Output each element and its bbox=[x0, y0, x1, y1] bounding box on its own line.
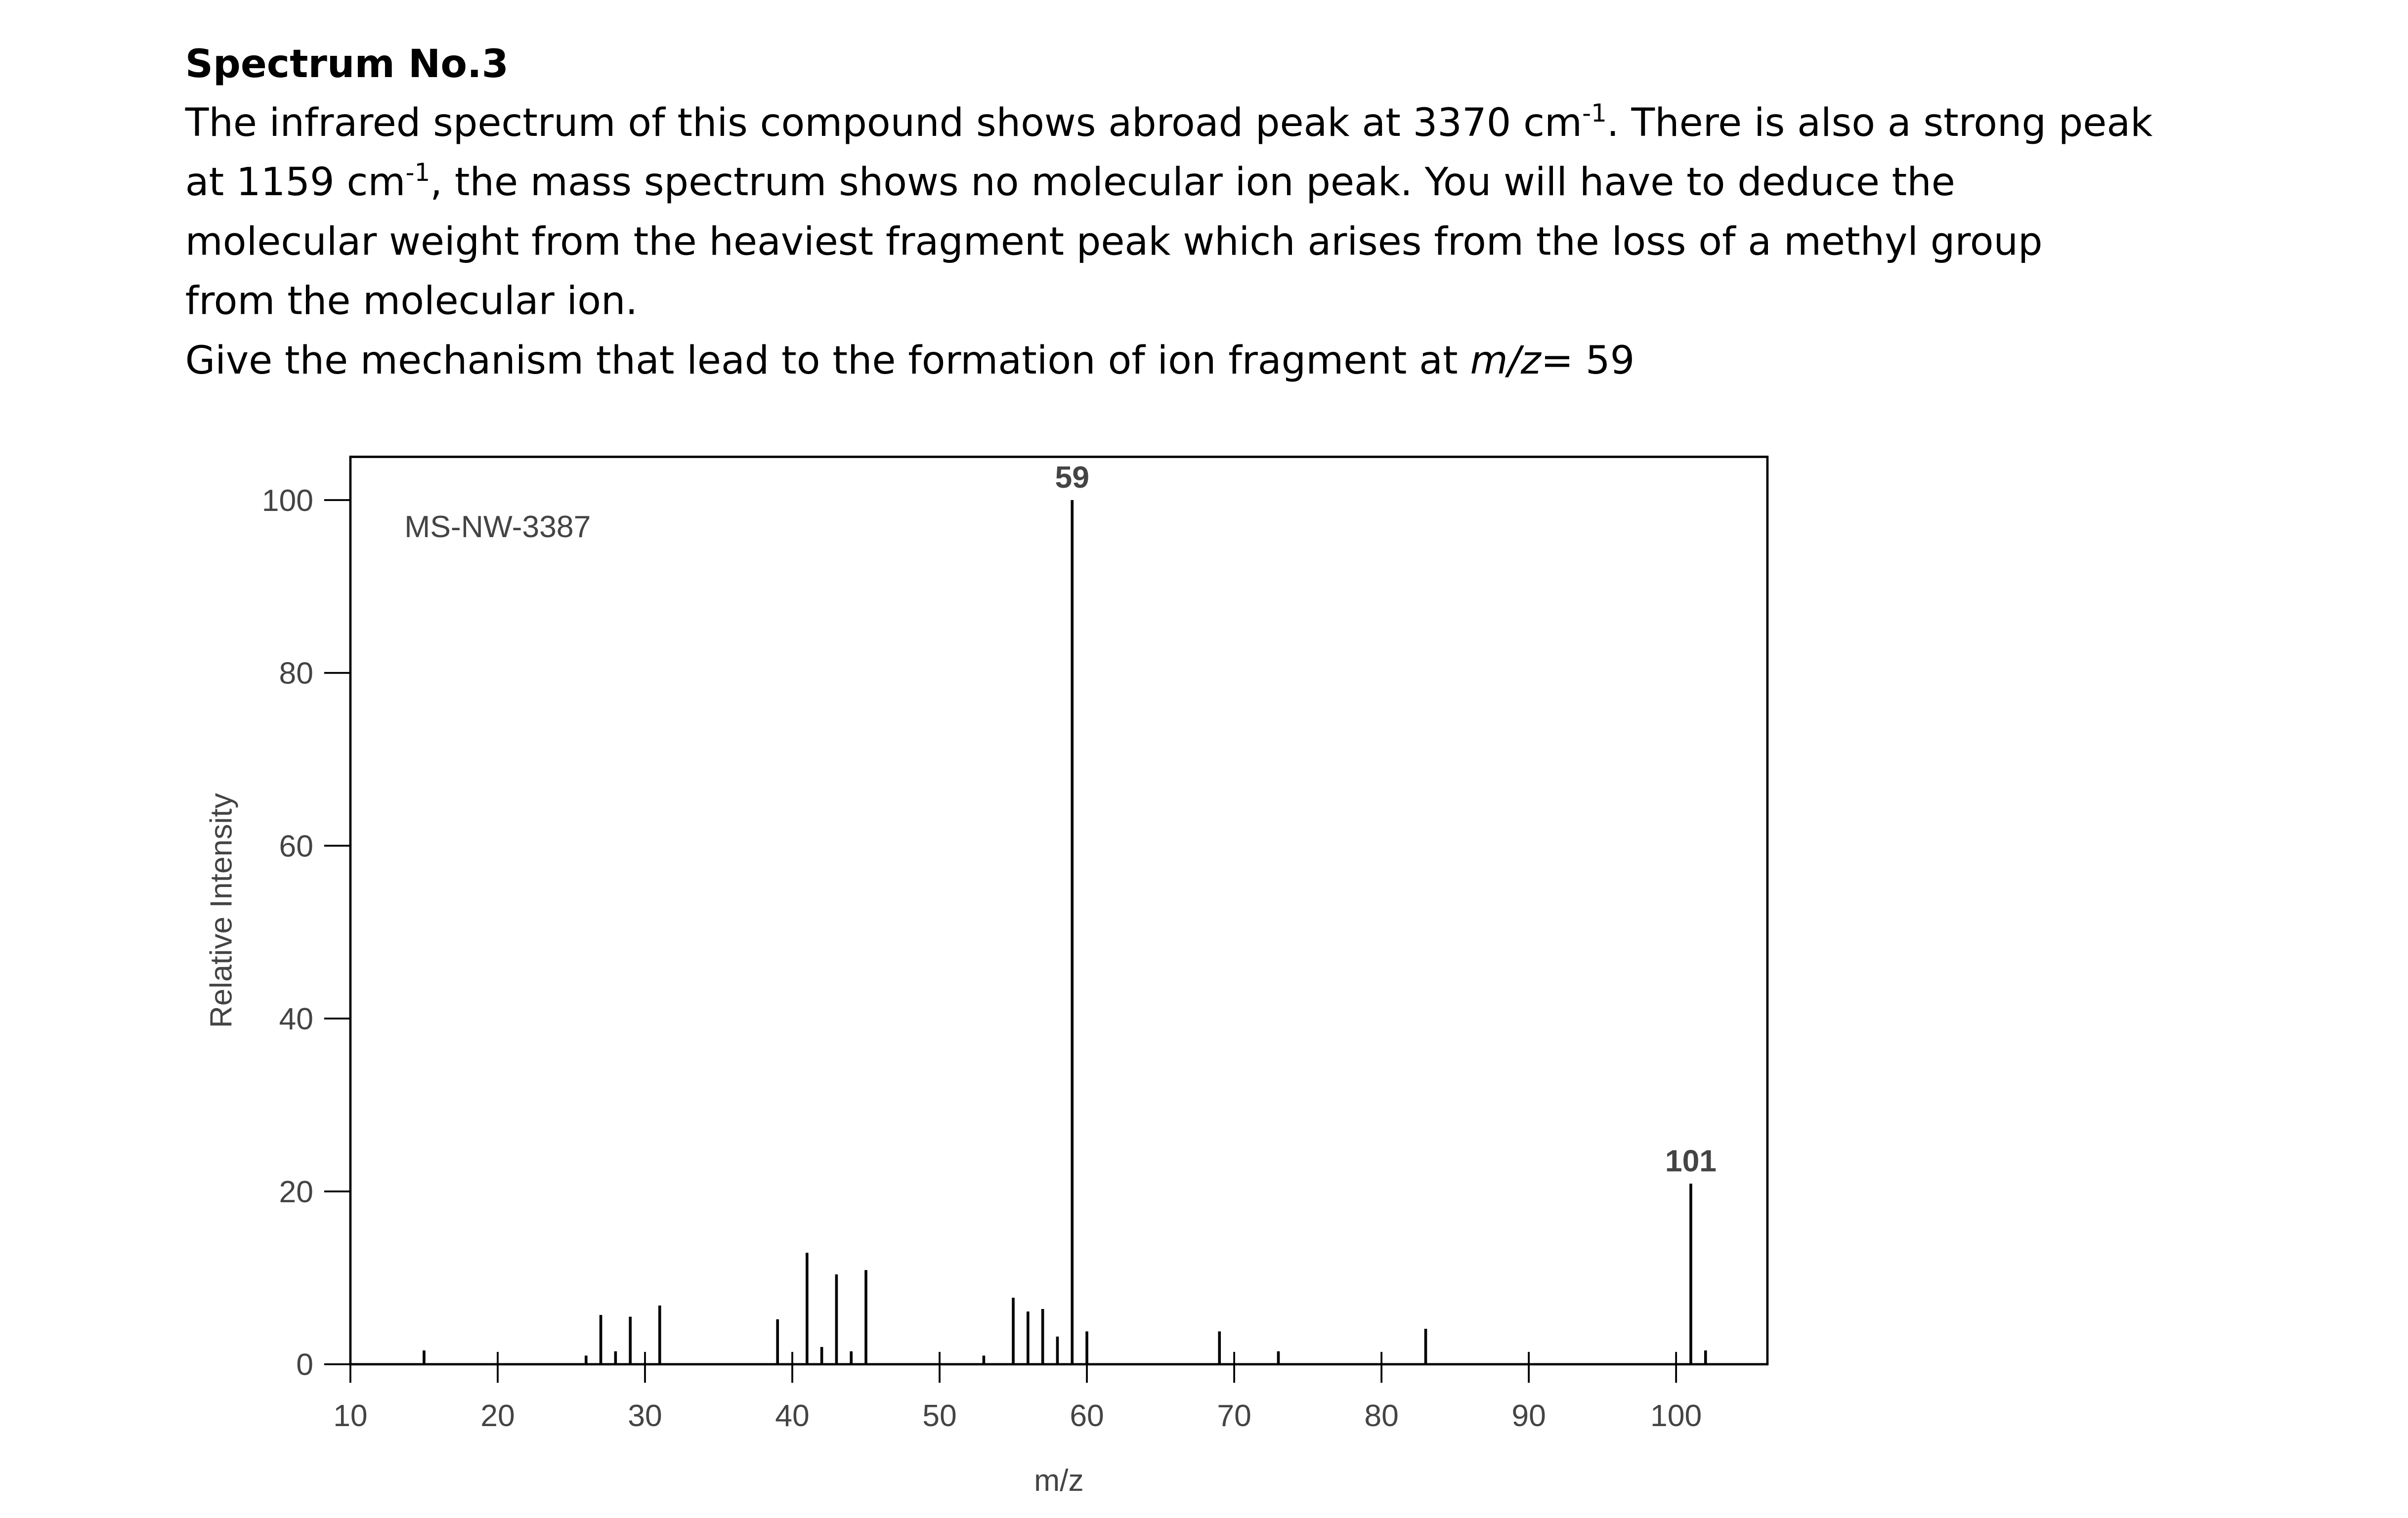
paragraph-line: molecular weight from the heaviest fragm… bbox=[185, 219, 2043, 264]
x-tick-label: 40 bbox=[775, 1398, 809, 1433]
plot-frame bbox=[349, 456, 1769, 1366]
x-axis-label: m/z bbox=[1034, 1463, 1084, 1498]
paragraph-line: from the molecular ion. bbox=[185, 279, 638, 324]
text-segment: . There is also a strong peak bbox=[1607, 101, 2153, 145]
y-tick-label: 80 bbox=[279, 656, 313, 691]
y-tick-label: 20 bbox=[279, 1175, 313, 1209]
x-tick-label: 70 bbox=[1217, 1398, 1251, 1433]
x-tick-label: 90 bbox=[1511, 1398, 1546, 1433]
text-segment: -1 bbox=[1582, 99, 1607, 127]
peak-label: 101 bbox=[1665, 1143, 1717, 1178]
text-segment: -1 bbox=[405, 158, 430, 187]
paragraph-line: at 1159 cm-1, the mass spectrum shows no… bbox=[185, 158, 1955, 205]
text-segment: Give the mechanism that lead to the form… bbox=[185, 338, 1470, 383]
text-segment: from the molecular ion. bbox=[185, 279, 638, 324]
y-tick-label: 0 bbox=[296, 1348, 313, 1382]
text-segment: , the mass spectrum shows no molecular i… bbox=[430, 160, 1955, 205]
y-tick-label: 60 bbox=[279, 829, 313, 863]
paragraph-line: Give the mechanism that lead to the form… bbox=[185, 338, 1635, 383]
y-axis-label: Relative Intensity bbox=[204, 793, 238, 1028]
x-tick-label: 10 bbox=[333, 1398, 367, 1433]
text-segment: at 1159 cm bbox=[185, 160, 406, 205]
y-tick-label: 40 bbox=[279, 1002, 313, 1036]
y-tick-label: 100 bbox=[262, 483, 313, 518]
annotation: MS-NW-3387 bbox=[404, 509, 591, 544]
text-segment: The infrared spectrum of this compound s… bbox=[185, 101, 1582, 145]
text-segment: molecular weight from the heaviest fragm… bbox=[185, 219, 2043, 264]
text-segment: m/z bbox=[1470, 338, 1542, 383]
chart: 0 20 40 60 80 100 10 20 30 40 50 60 70 80 90 100 59 101 bbox=[262, 460, 1717, 1433]
x-tick-label: 100 bbox=[1650, 1398, 1702, 1433]
x-tick-label: 30 bbox=[628, 1398, 662, 1433]
paragraph: The infrared spectrum of this compound s… bbox=[185, 99, 2153, 383]
x-tick-label: 50 bbox=[922, 1398, 956, 1433]
text-segment: = 59 bbox=[1541, 338, 1635, 383]
x-tick-label: 60 bbox=[1070, 1398, 1104, 1433]
title: Spectrum No.3 bbox=[185, 42, 509, 86]
x-tick-label: 80 bbox=[1364, 1398, 1398, 1433]
x-tick-label: 20 bbox=[480, 1398, 515, 1433]
paragraph-line: The infrared spectrum of this compound s… bbox=[185, 99, 2153, 145]
peak-label: 59 bbox=[1055, 460, 1089, 495]
